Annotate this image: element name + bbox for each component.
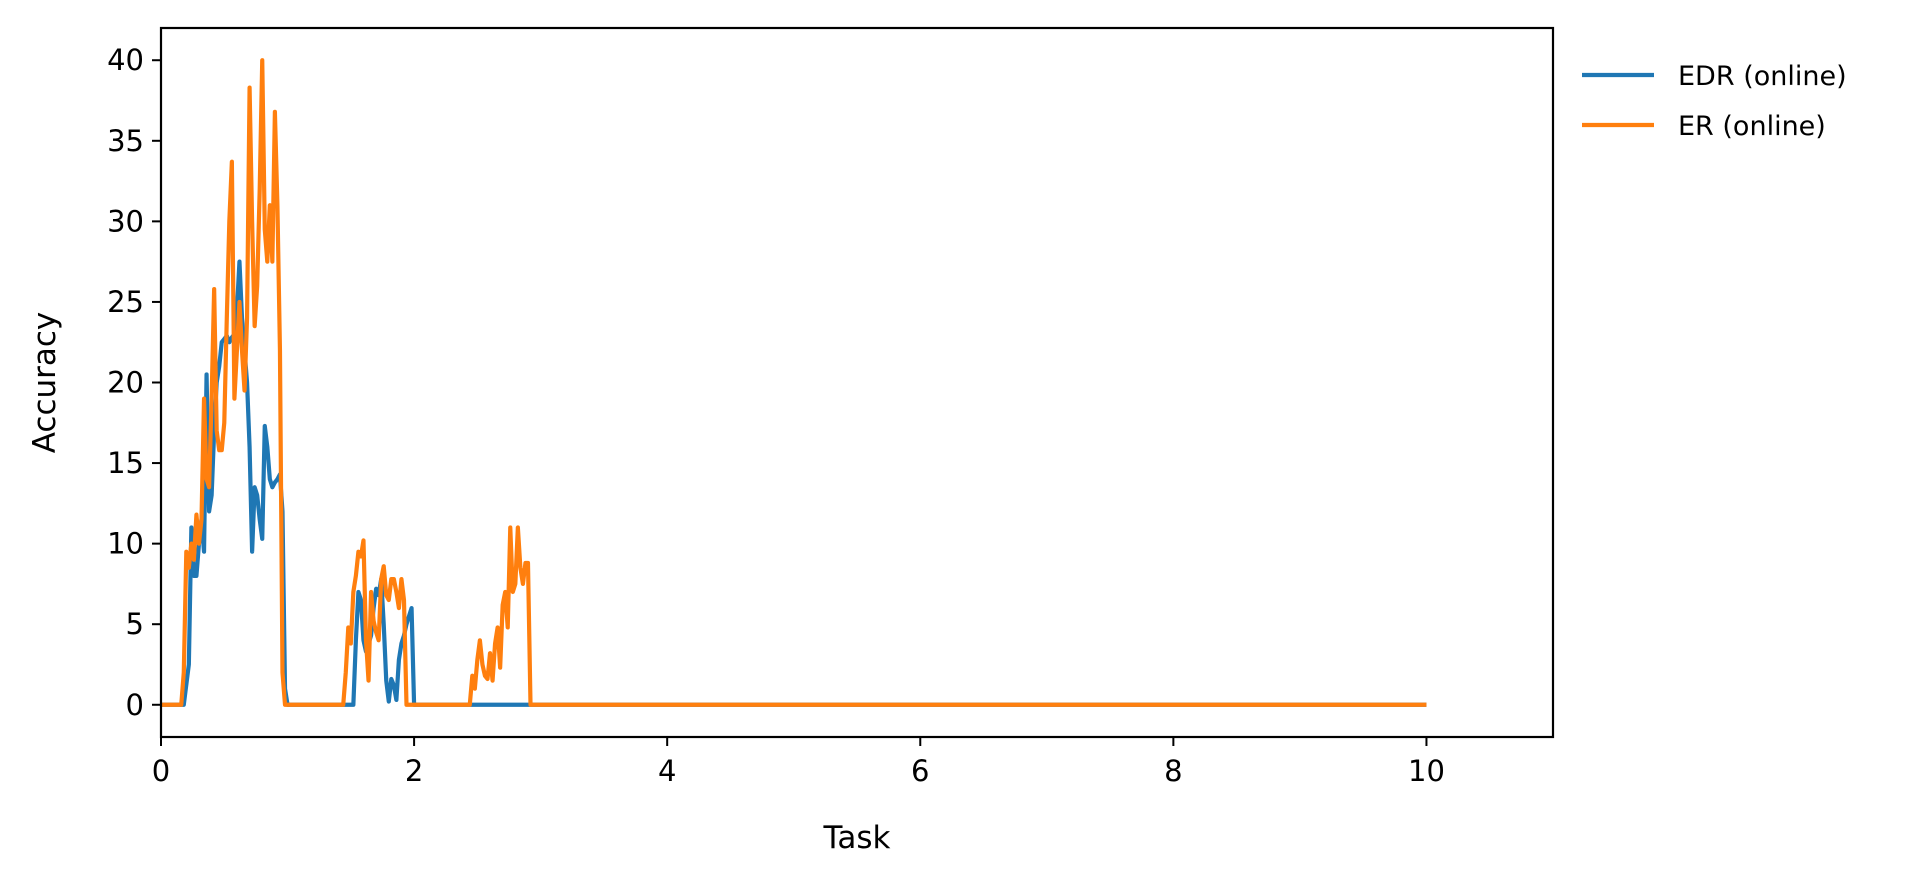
x-tick-label: 0 bbox=[152, 754, 170, 788]
y-tick-label: 0 bbox=[126, 688, 144, 722]
series-layer bbox=[161, 58, 1427, 707]
ticks-layer: 0 2 4 6 8 10 0 5 10 15 20 25 30 35 40 bbox=[107, 43, 1445, 788]
y-tick-label: 30 bbox=[107, 204, 144, 238]
x-tick-label: 2 bbox=[405, 754, 423, 788]
y-tick-label: 10 bbox=[107, 527, 144, 561]
y-axis-label: Accuracy bbox=[27, 312, 63, 454]
x-tick-label: 6 bbox=[911, 754, 929, 788]
y-tick-label: 20 bbox=[107, 366, 144, 400]
y-tick-label: 40 bbox=[107, 43, 144, 77]
series-line-2 bbox=[161, 58, 1427, 707]
y-tick-label: 5 bbox=[126, 607, 144, 641]
x-tick-label: 8 bbox=[1164, 754, 1182, 788]
series-line-1 bbox=[161, 259, 1427, 707]
y-tick-label: 35 bbox=[107, 124, 144, 158]
y-tick-label: 25 bbox=[107, 285, 144, 319]
legend-label: EDR (online) bbox=[1678, 61, 1847, 92]
legend-label: ER (online) bbox=[1678, 111, 1826, 142]
x-axis-label: Task bbox=[823, 820, 891, 856]
legend: EDR (online) ER (online) bbox=[1582, 61, 1847, 142]
x-tick-label: 4 bbox=[658, 754, 676, 788]
y-tick-label: 15 bbox=[107, 446, 144, 480]
x-tick-label: 10 bbox=[1408, 754, 1445, 788]
